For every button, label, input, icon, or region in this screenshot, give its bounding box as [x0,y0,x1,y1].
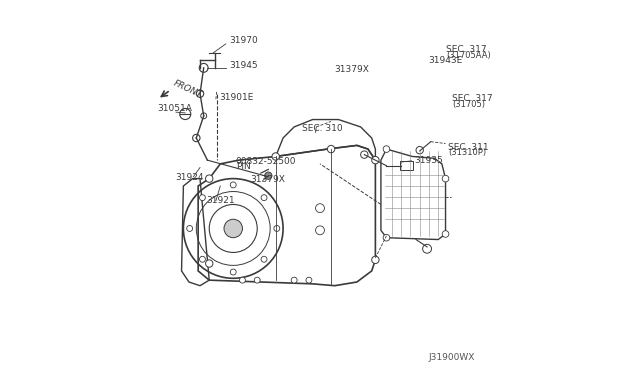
Text: (31705): (31705) [452,100,485,109]
Circle shape [360,151,368,158]
Text: 31901E: 31901E [220,93,254,102]
Circle shape [230,182,236,188]
Circle shape [264,172,272,179]
Text: PIN: PIN [236,163,251,171]
Text: 31051A: 31051A [157,104,191,113]
Circle shape [199,63,208,72]
Circle shape [383,234,390,241]
Circle shape [306,277,312,283]
Text: SEC. 317: SEC. 317 [446,45,487,54]
Text: 31379X: 31379X [335,64,370,74]
Circle shape [383,146,390,153]
Text: 31921: 31921 [206,196,235,205]
Circle shape [272,153,280,160]
Circle shape [201,113,207,119]
Circle shape [372,256,379,263]
Text: FRONT: FRONT [172,79,204,100]
Circle shape [442,231,449,237]
Circle shape [442,175,449,182]
Circle shape [196,90,204,97]
Circle shape [372,157,379,164]
Text: (31310P): (31310P) [449,148,486,157]
Circle shape [200,256,205,262]
Text: 31935: 31935 [414,156,443,165]
Circle shape [239,277,245,283]
Circle shape [261,256,267,262]
Circle shape [254,277,260,283]
Circle shape [193,134,200,142]
Text: SEC. 311: SEC. 311 [449,143,489,152]
Circle shape [230,269,236,275]
Circle shape [261,195,267,201]
Circle shape [328,145,335,153]
Circle shape [205,260,213,267]
Text: 31379X: 31379X [250,174,285,183]
Circle shape [416,147,424,154]
Text: 31945: 31945 [230,61,258,70]
Circle shape [274,225,280,231]
Circle shape [291,277,297,283]
Text: J31900WX: J31900WX [429,353,475,362]
Text: 31943E: 31943E [428,57,462,65]
Text: 31970: 31970 [230,36,259,45]
Text: SEC. 310: SEC. 310 [302,124,343,133]
Circle shape [200,195,205,201]
Circle shape [205,175,213,182]
Circle shape [422,244,431,253]
Text: SEC. 317: SEC. 317 [452,94,493,103]
Text: 31924: 31924 [175,173,204,182]
Text: 00832-52500: 00832-52500 [236,157,296,166]
Text: (31705AA): (31705AA) [446,51,491,60]
Circle shape [224,219,243,238]
Circle shape [187,225,193,231]
